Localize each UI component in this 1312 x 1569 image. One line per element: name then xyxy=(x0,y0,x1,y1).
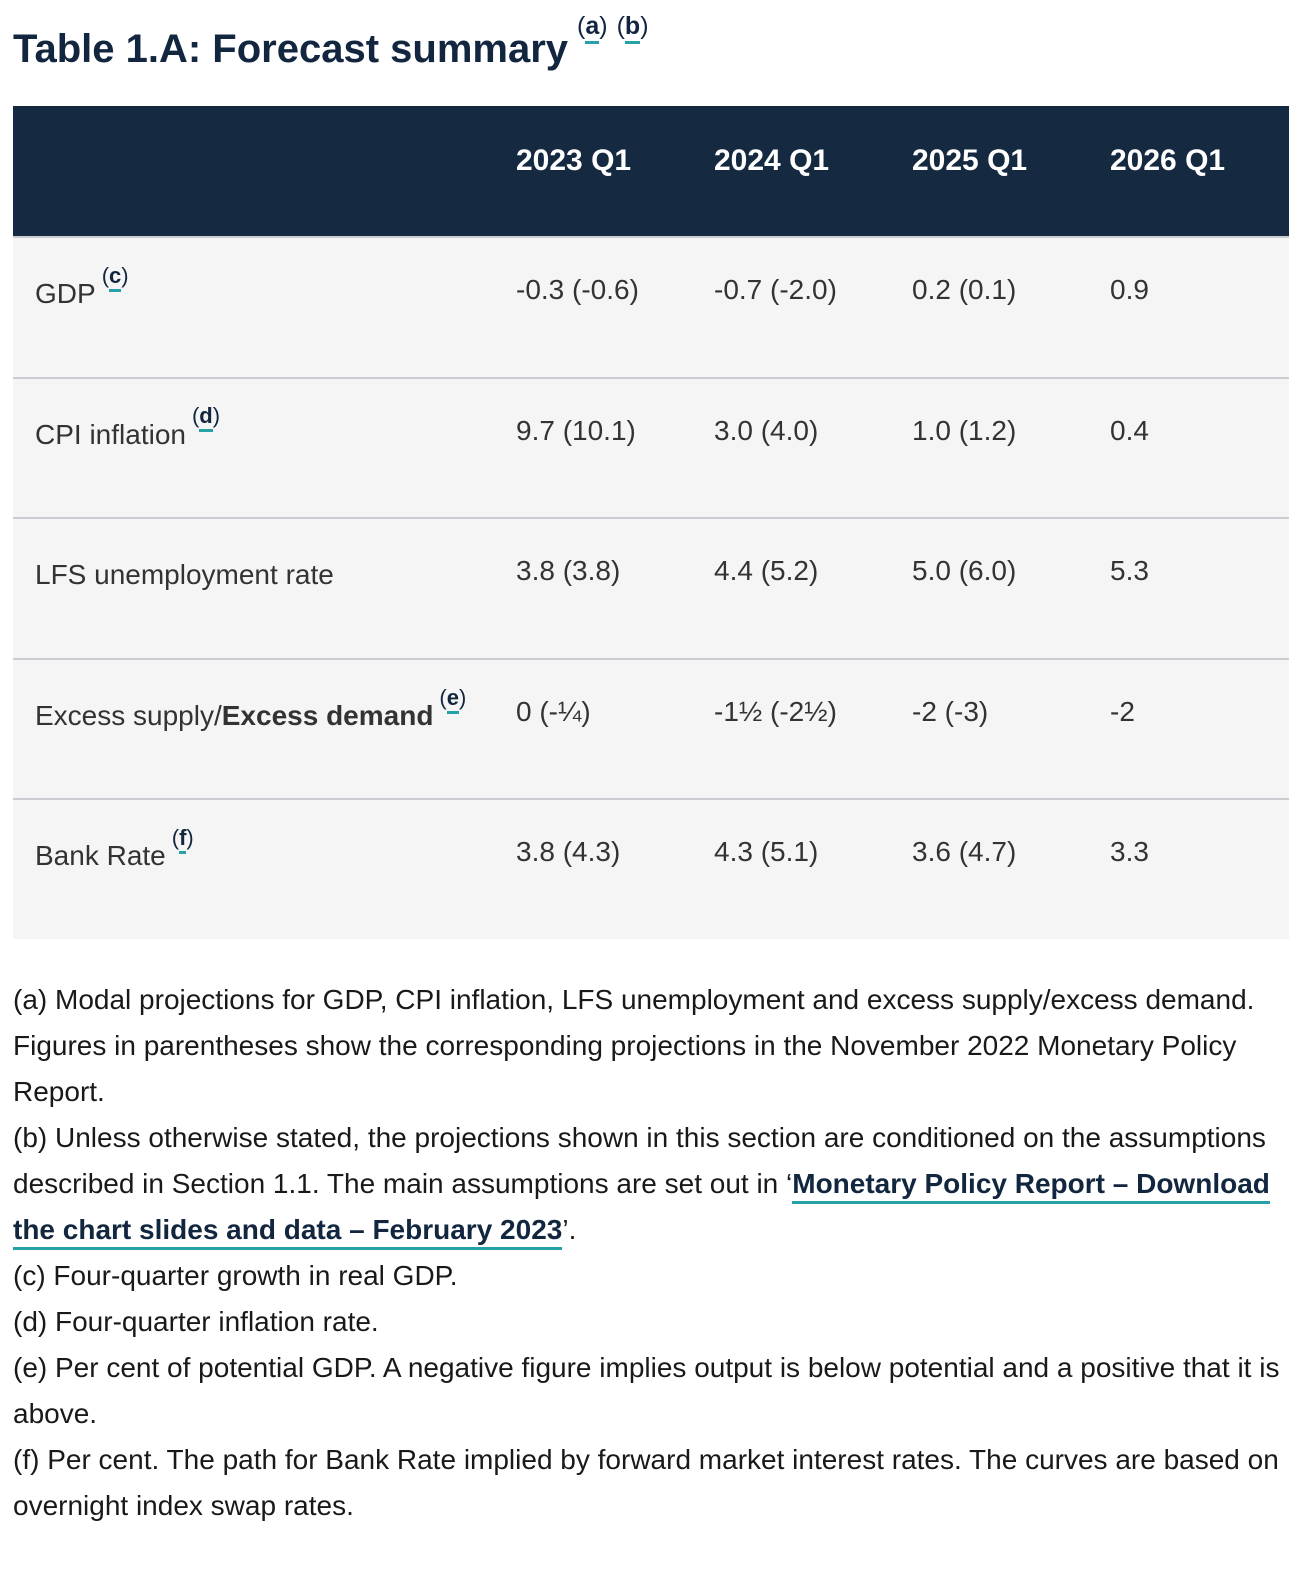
table-header-row: 2023 Q1 2024 Q1 2025 Q1 2026 Q1 xyxy=(13,106,1289,237)
table-cell: 3.8 (4.3) xyxy=(516,798,714,939)
footnote-b: (b) Unless otherwise stated, the project… xyxy=(13,1115,1293,1253)
row-footnote-ref-e: e xyxy=(439,684,466,714)
footnote-b-text-post: ’. xyxy=(562,1213,577,1245)
table-cell: 3.8 (3.8) xyxy=(516,517,714,659)
header-empty-cell xyxy=(13,106,516,237)
footnote-e: (e) Per cent of potential GDP. A negativ… xyxy=(13,1351,1280,1429)
footnote-c: (c) Four-quarter growth in real GDP. xyxy=(13,1259,458,1291)
footnote-link-d[interactable]: d xyxy=(192,403,220,433)
table-cell: 0.2 (0.1) xyxy=(912,236,1110,378)
table-cell: -0.3 (-0.6) xyxy=(516,236,714,378)
row-footnote-ref-d: d xyxy=(192,403,220,433)
table-cell: 0.4 xyxy=(1110,376,1289,519)
row-label-text: LFS unemployment rate xyxy=(35,559,334,591)
title-footnote-ref-b: b xyxy=(617,11,649,44)
footnote-link-a[interactable]: a xyxy=(577,11,608,44)
table-row-excess-supply-demand: Excess supply/Excess demand e 0 (-¼) -1½ … xyxy=(13,657,1289,800)
table-cell: -0.7 (-2.0) xyxy=(714,236,912,378)
footnote-letter-e: e xyxy=(446,684,459,714)
table-cell: -1½ (-2½) xyxy=(714,657,912,800)
table-cell: 4.3 (5.1) xyxy=(714,798,912,939)
row-label-text: GDP xyxy=(35,278,96,309)
table-cell: 5.0 (6.0) xyxy=(912,517,1110,659)
row-label-text: CPI inflation xyxy=(35,418,186,450)
table-cell: 1.0 (1.2) xyxy=(912,376,1110,519)
column-header-2025-q1: 2025 Q1 xyxy=(912,106,1110,237)
table-row-bank-rate: Bank Rate f 3.8 (4.3) 4.3 (5.1) 3.6 (4.7)… xyxy=(13,798,1289,939)
footnote-link-f[interactable]: f xyxy=(172,825,194,855)
row-label-lfs-unemployment: LFS unemployment rate xyxy=(13,517,516,659)
footnote-f: (f) Per cent. The path for Bank Rate imp… xyxy=(13,1443,1279,1521)
table-title: Table 1.A: Forecast summary ab xyxy=(13,11,1290,72)
footnote-letter-f: f xyxy=(179,825,187,855)
footnote-letter-c: c xyxy=(109,262,122,292)
table-cell: 5.3 xyxy=(1110,517,1289,659)
footnote-link-c[interactable]: c xyxy=(102,262,129,292)
forecast-summary-table: 2023 Q1 2024 Q1 2025 Q1 2026 Q1 GDP c -0.… xyxy=(13,106,1289,939)
table-cell: 3.6 (4.7) xyxy=(912,798,1110,939)
footnote-letter-a: a xyxy=(585,11,600,44)
row-label-gdp: GDP c xyxy=(13,236,516,378)
table-cell: 3.0 (4.0) xyxy=(714,376,912,519)
row-label-text: Excess supply/ xyxy=(35,699,222,731)
row-label-text: Bank Rate xyxy=(35,840,166,872)
footnote-d: (d) Four-quarter inflation rate. xyxy=(13,1305,379,1337)
row-label-cpi-inflation: CPI inflation d xyxy=(13,376,516,519)
title-footnote-ref-a: a xyxy=(577,11,608,44)
row-label-text-bold: Excess demand xyxy=(221,699,434,731)
table-cell: 0.9 xyxy=(1110,236,1289,378)
table-cell: 3.3 xyxy=(1110,798,1289,939)
footnote-b-text-pre: (b) Unless otherwise stated, the project… xyxy=(13,1121,1266,1199)
table-cell: -2 xyxy=(1110,657,1289,800)
table-title-text: Table 1.A: Forecast summary xyxy=(13,27,569,71)
row-label-excess-supply-demand: Excess supply/Excess demand e xyxy=(13,657,516,800)
row-label-bank-rate: Bank Rate f xyxy=(13,798,516,939)
table-row-gdp: GDP c -0.3 (-0.6) -0.7 (-2.0) 0.2 (0.1) 0… xyxy=(13,236,1289,378)
table-cell: 4.4 (5.2) xyxy=(714,517,912,659)
footnote-a: (a) Modal projections for GDP, CPI infla… xyxy=(13,983,1255,1107)
footnotes: (a) Modal projections for GDP, CPI infla… xyxy=(13,977,1293,1529)
column-header-2023-q1: 2023 Q1 xyxy=(516,106,714,237)
table-cell: 0 (-¼) xyxy=(516,657,714,800)
monetary-policy-report-download-link[interactable]: Monetary Policy Report – Download the ch… xyxy=(13,1167,1270,1250)
footnote-letter-b: b xyxy=(624,11,641,44)
footnote-letter-d: d xyxy=(199,403,213,433)
table-cell: -2 (-3) xyxy=(912,657,1110,800)
footnote-link-e[interactable]: e xyxy=(439,684,466,714)
footnote-link-b[interactable]: b xyxy=(617,11,649,44)
column-header-2026-q1: 2026 Q1 xyxy=(1110,106,1289,237)
table-row-lfs-unemployment: LFS unemployment rate 3.8 (3.8) 4.4 (5.2… xyxy=(13,517,1289,659)
table-row-cpi-inflation: CPI inflation d 9.7 (10.1) 3.0 (4.0) 1.0 … xyxy=(13,376,1289,519)
row-footnote-ref-f: f xyxy=(172,825,194,855)
table-cell: 9.7 (10.1) xyxy=(516,376,714,519)
column-header-2024-q1: 2024 Q1 xyxy=(714,106,912,237)
row-footnote-ref-c: c xyxy=(102,262,129,292)
